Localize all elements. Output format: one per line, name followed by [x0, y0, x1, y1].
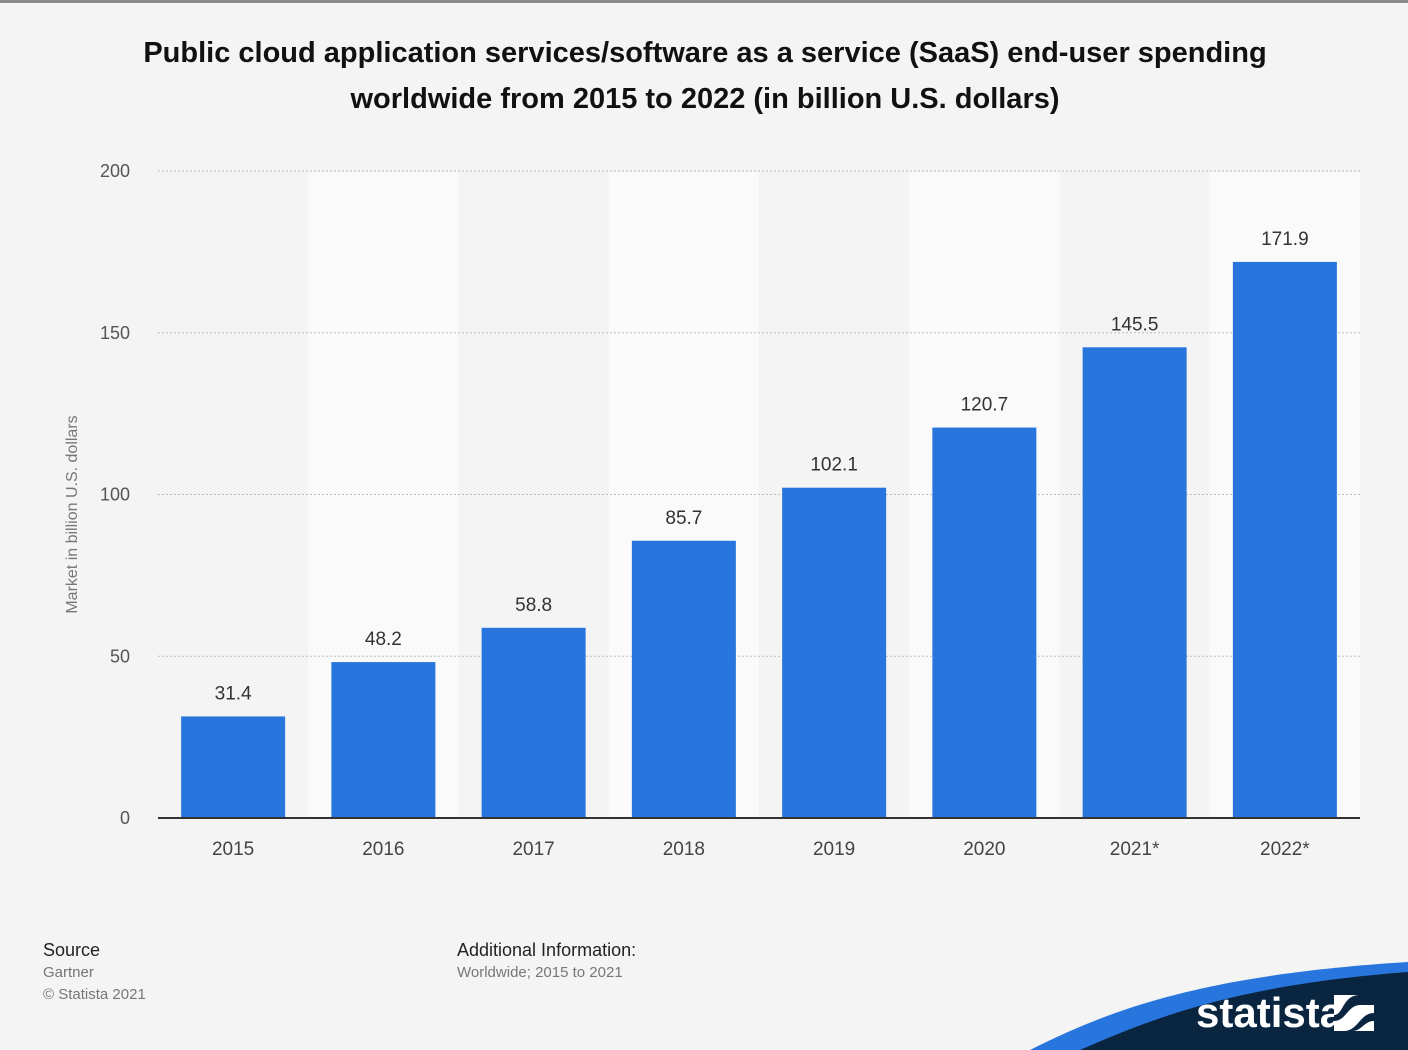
additional-info-block: Additional Information: Worldwide; 2015 … [457, 938, 636, 984]
data-label: 58.8 [515, 595, 552, 616]
bar-chart: 0 50 100 150 200 Market in billion U.S. dolla… [64, 161, 1360, 860]
x-tick-label: 2018 [663, 839, 705, 860]
data-label: 171.9 [1261, 229, 1309, 250]
y-tick-label: 100 [100, 485, 130, 505]
y-tick-label: 50 [110, 646, 130, 666]
data-label: 120.7 [961, 395, 1009, 416]
x-tick-label: 2017 [512, 839, 554, 860]
data-label: 85.7 [665, 508, 702, 529]
statista-logo-icon [1334, 995, 1374, 1031]
source-name: Gartner [43, 964, 94, 981]
chart-title: Public cloud application services/softwa… [143, 37, 1267, 115]
source-block: Source Gartner © Statista 2021 [43, 938, 146, 1006]
source-label: Source [43, 940, 101, 960]
top-rule [0, 0, 1408, 3]
bar [1082, 347, 1187, 818]
y-tick-label: 200 [100, 161, 130, 181]
y-tick-label: 0 [120, 808, 130, 828]
x-tick-label: 2019 [813, 839, 855, 860]
bar [181, 716, 286, 818]
copyright: © Statista 2021 [43, 986, 146, 1003]
y-axis-title: Market in billion U.S. dollars [64, 415, 81, 613]
x-tick-label: 2021* [1110, 839, 1160, 860]
additional-info-label: Additional Information: [457, 940, 637, 960]
data-label: 48.2 [365, 629, 402, 650]
y-tick-label: 150 [100, 323, 130, 343]
bar [331, 662, 436, 818]
x-tick-label: 2015 [212, 839, 254, 860]
bar [932, 427, 1037, 818]
data-label: 31.4 [215, 683, 252, 704]
x-tick-label: 2020 [963, 839, 1005, 860]
bar [631, 540, 736, 818]
data-label: 145.5 [1111, 314, 1159, 335]
bar [782, 487, 887, 818]
x-tick-label: 2016 [362, 839, 404, 860]
data-label: 102.1 [810, 455, 858, 476]
statista-logo-text: statista [1196, 989, 1344, 1036]
bar [481, 627, 586, 818]
x-tick-label: 2022* [1260, 839, 1310, 860]
additional-info-text: Worldwide; 2015 to 2021 [457, 964, 623, 981]
bar [1232, 261, 1337, 818]
